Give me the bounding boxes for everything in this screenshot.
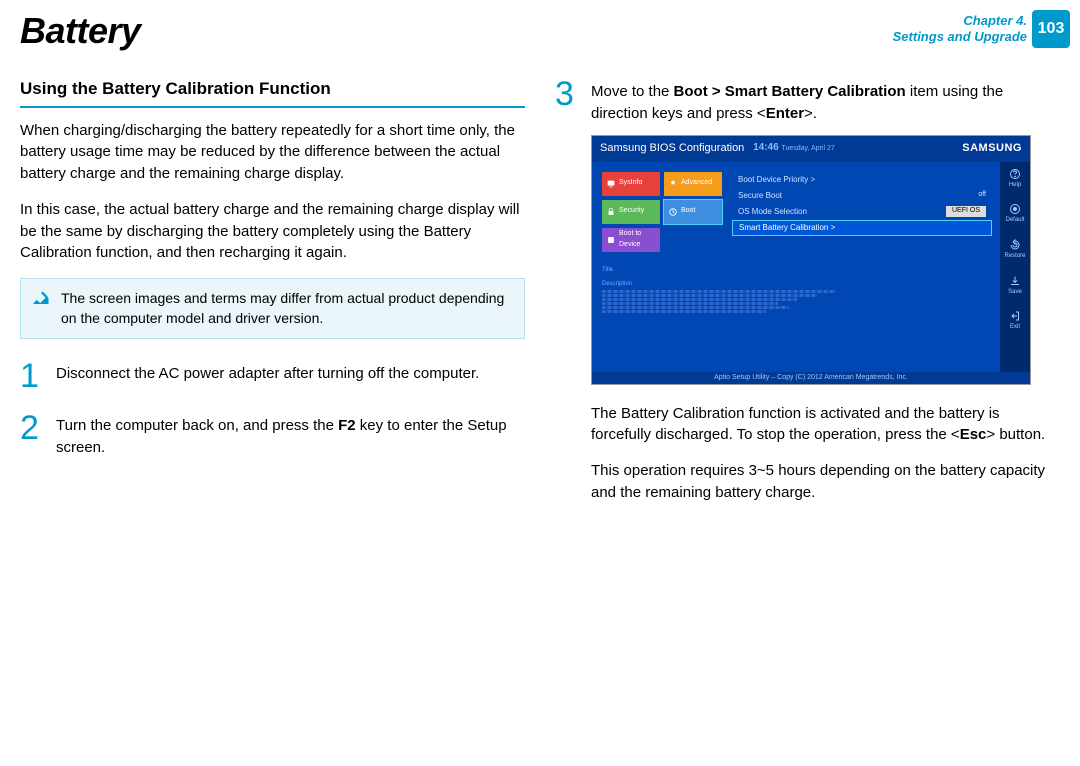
bios-description: Title Description: [602, 266, 992, 314]
tile-security: Security: [602, 200, 660, 224]
left-column: Using the Battery Calibration Function W…: [20, 77, 525, 518]
step-3: 3 Move to the Boot > Smart Battery Calib…: [555, 77, 1060, 125]
bios-footer: Aptio Setup Utility – Copy (C) 2012 Amer…: [592, 372, 1030, 384]
chapter-label: Chapter 4.: [893, 13, 1027, 29]
step-number: 1: [20, 359, 44, 393]
paragraph: The Battery Calibration function is acti…: [591, 403, 1060, 447]
note-text: The screen images and terms may differ f…: [61, 290, 504, 326]
chapter-block: Chapter 4. Settings and Upgrade 103: [893, 10, 1070, 48]
bios-row-selected: Smart Battery Calibration >: [732, 220, 992, 236]
section-heading: Using the Battery Calibration Function: [20, 77, 525, 108]
paragraph: This operation requires 3~5 hours depend…: [591, 460, 1060, 504]
sb-save: Save: [1008, 275, 1022, 297]
page-number-badge: 103: [1032, 10, 1070, 48]
bios-tiles: SysInfo Advanced Security Boot Boot to D…: [602, 172, 722, 252]
bios-sidebar: Help Default Restore Save Exit: [1000, 162, 1030, 372]
note-icon: [31, 289, 51, 309]
paragraph: In this case, the actual battery charge …: [20, 199, 525, 264]
step-1: 1 Disconnect the AC power adapter after …: [20, 359, 525, 393]
step-text: Disconnect the AC power adapter after tu…: [56, 359, 479, 393]
bios-titlebar: Samsung BIOS Configuration 14:46 Tuesday…: [592, 136, 1030, 162]
chapter-sub: Settings and Upgrade: [893, 29, 1027, 45]
step-number: 2: [20, 411, 44, 459]
step-text: Turn the computer back on, and press the…: [56, 411, 525, 459]
tile-boot-device: Boot to Device: [602, 228, 660, 252]
page-title: Battery: [20, 10, 141, 52]
bios-time: 14:46 Tuesday, April 27: [750, 141, 834, 156]
step-text: Move to the Boot > Smart Battery Calibra…: [591, 77, 1060, 125]
tile-sysinfo: SysInfo: [602, 172, 660, 196]
sb-exit: Exit: [1009, 310, 1021, 332]
tile-boot: Boot: [664, 200, 722, 224]
sb-restore: Restore: [1004, 239, 1025, 261]
bios-row: Boot Device Priority >: [732, 172, 992, 188]
bios-menu-list: Boot Device Priority > Secure Bootoff OS…: [732, 172, 992, 236]
tile-advanced: Advanced: [664, 172, 722, 196]
sb-help: Help: [1009, 168, 1021, 190]
samsung-logo: SAMSUNG: [962, 141, 1022, 157]
step-2: 2 Turn the computer back on, and press t…: [20, 411, 525, 459]
sb-default: Default: [1005, 203, 1024, 225]
bios-title: Samsung BIOS Configuration: [600, 141, 744, 157]
paragraph: When charging/discharging the battery re…: [20, 120, 525, 185]
bios-row: Secure Bootoff: [732, 188, 992, 204]
note-box: The screen images and terms may differ f…: [20, 278, 525, 339]
right-column: 3 Move to the Boot > Smart Battery Calib…: [555, 77, 1060, 518]
step-number: 3: [555, 77, 579, 125]
bios-screenshot: Samsung BIOS Configuration 14:46 Tuesday…: [591, 135, 1031, 385]
bios-row: OS Mode SelectionUEFI OS: [732, 204, 992, 220]
